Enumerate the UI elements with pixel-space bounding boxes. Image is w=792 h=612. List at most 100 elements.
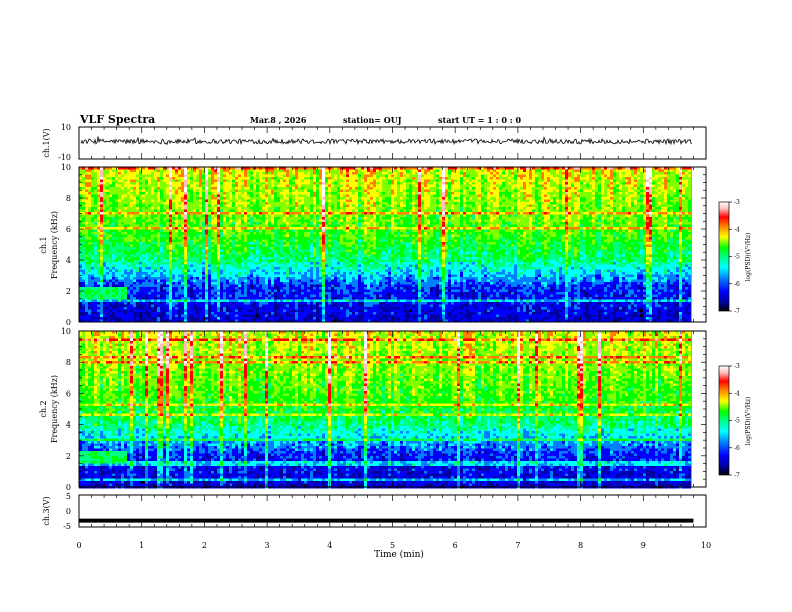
spectrogram-cell xyxy=(91,300,94,303)
spectrogram-cell xyxy=(298,232,301,235)
spectrogram-cell xyxy=(151,170,154,173)
spectrogram-cell xyxy=(136,267,139,270)
spectrogram-cell xyxy=(313,172,316,175)
spectrogram-cell xyxy=(88,282,91,285)
spectrogram-cell xyxy=(217,260,220,263)
spectrogram-cell xyxy=(256,252,259,255)
spectrogram-cell xyxy=(250,187,253,190)
spectrogram-cell xyxy=(145,210,148,213)
spectrogram-cell xyxy=(247,277,250,280)
spectrogram-cell xyxy=(217,257,220,260)
spectrogram-cell xyxy=(145,252,148,255)
spectrogram-cell xyxy=(97,255,100,258)
spectrogram-cell xyxy=(178,180,181,183)
spectrogram-cell xyxy=(148,205,151,208)
spectrogram-cell xyxy=(151,282,154,285)
spectrogram-cell xyxy=(163,302,166,305)
spectrogram-cell xyxy=(286,187,289,190)
spectrogram-cell xyxy=(199,260,202,263)
spectrogram-cell xyxy=(292,172,295,175)
spectrogram-cell xyxy=(289,195,292,198)
spectrogram-cell xyxy=(229,290,232,293)
spectrogram-cell xyxy=(139,245,142,248)
spectrogram-cell xyxy=(247,282,250,285)
spectrogram-cell xyxy=(196,255,199,258)
spectrogram-cell xyxy=(193,242,196,245)
spectrogram-cell xyxy=(172,232,175,235)
spectrogram-cell xyxy=(148,235,151,238)
spectrogram-cell xyxy=(217,250,220,253)
spectrogram-cell xyxy=(157,287,160,290)
spectrogram-cell xyxy=(292,302,295,305)
spectrogram-cell xyxy=(277,192,280,195)
spectrogram-cell xyxy=(304,210,307,213)
spectrogram-cell xyxy=(127,262,130,265)
spectrogram-cell xyxy=(253,272,256,275)
spectrogram-cell xyxy=(184,182,187,185)
spectrogram-cell xyxy=(175,217,178,220)
spectrogram-cell xyxy=(154,205,157,208)
spectrogram-cell xyxy=(112,205,115,208)
spectrogram-cell xyxy=(241,230,244,233)
spectrogram-cell xyxy=(187,280,190,283)
spectrogram-cell xyxy=(220,222,223,225)
spectrogram-cell xyxy=(205,280,208,283)
spectrogram-cell xyxy=(202,217,205,220)
spectrogram-cell xyxy=(142,257,145,260)
spectrogram-cell xyxy=(271,272,274,275)
spectrogram-cell xyxy=(229,302,232,305)
spectrogram-cell xyxy=(313,175,316,178)
spectrogram-cell xyxy=(154,295,157,298)
spectrogram-cell xyxy=(88,262,91,265)
spectrogram-cell xyxy=(112,237,115,240)
spectrogram-cell xyxy=(310,202,313,205)
spectrogram-cell xyxy=(139,300,142,303)
spectrogram-cell xyxy=(85,312,88,315)
spectrogram-cell xyxy=(97,177,100,180)
spectrogram-cell xyxy=(244,292,247,295)
spectrogram-cell xyxy=(202,272,205,275)
spectrogram-cell xyxy=(283,180,286,183)
spectrogram-cell xyxy=(313,210,316,213)
spectrogram-cell xyxy=(235,220,238,223)
spectrogram-cell xyxy=(112,245,115,248)
spectrogram-cell xyxy=(247,302,250,305)
spectrogram-cell xyxy=(91,177,94,180)
spectrogram-cell xyxy=(175,297,178,300)
spectrogram-cell xyxy=(301,217,304,220)
spectrogram-cell xyxy=(250,257,253,260)
spectrogram-cell xyxy=(256,282,259,285)
spectrogram-cell xyxy=(256,225,259,228)
spectrogram-cell xyxy=(172,285,175,288)
spectrogram-cell xyxy=(208,295,211,298)
spectrogram-cell xyxy=(166,315,169,318)
spectrogram-cell xyxy=(217,170,220,173)
spectrogram-cell xyxy=(280,227,283,230)
spectrogram-cell xyxy=(115,217,118,220)
spectrogram-cell xyxy=(124,237,127,240)
spectrogram-cell xyxy=(289,272,292,275)
spectrogram-cell xyxy=(220,310,223,313)
spectrogram-cell xyxy=(199,290,202,293)
spectrogram-cell xyxy=(115,232,118,235)
spectrogram-cell xyxy=(181,187,184,190)
spectrogram-cell xyxy=(301,212,304,215)
spectrogram-cell xyxy=(295,182,298,185)
spectrogram-cell xyxy=(94,212,97,215)
spectrogram-cell xyxy=(109,235,112,238)
spectrogram-cell xyxy=(196,292,199,295)
spectrogram-cell xyxy=(184,225,187,228)
spectrogram-cell xyxy=(244,210,247,213)
spectrogram-cell xyxy=(187,260,190,263)
spectrogram-cell xyxy=(94,260,97,263)
spectrogram-cell xyxy=(283,307,286,310)
spectrogram-cell xyxy=(82,315,85,318)
spectrogram-cell xyxy=(250,202,253,205)
spectrogram-cell xyxy=(115,182,118,185)
spectrogram-cell xyxy=(205,317,208,320)
spectrogram-cell xyxy=(232,247,235,250)
spectrogram-cell xyxy=(292,215,295,218)
spectrogram-cell xyxy=(133,205,136,208)
spectrogram-cell xyxy=(205,225,208,228)
spectrogram-cell xyxy=(268,210,271,213)
